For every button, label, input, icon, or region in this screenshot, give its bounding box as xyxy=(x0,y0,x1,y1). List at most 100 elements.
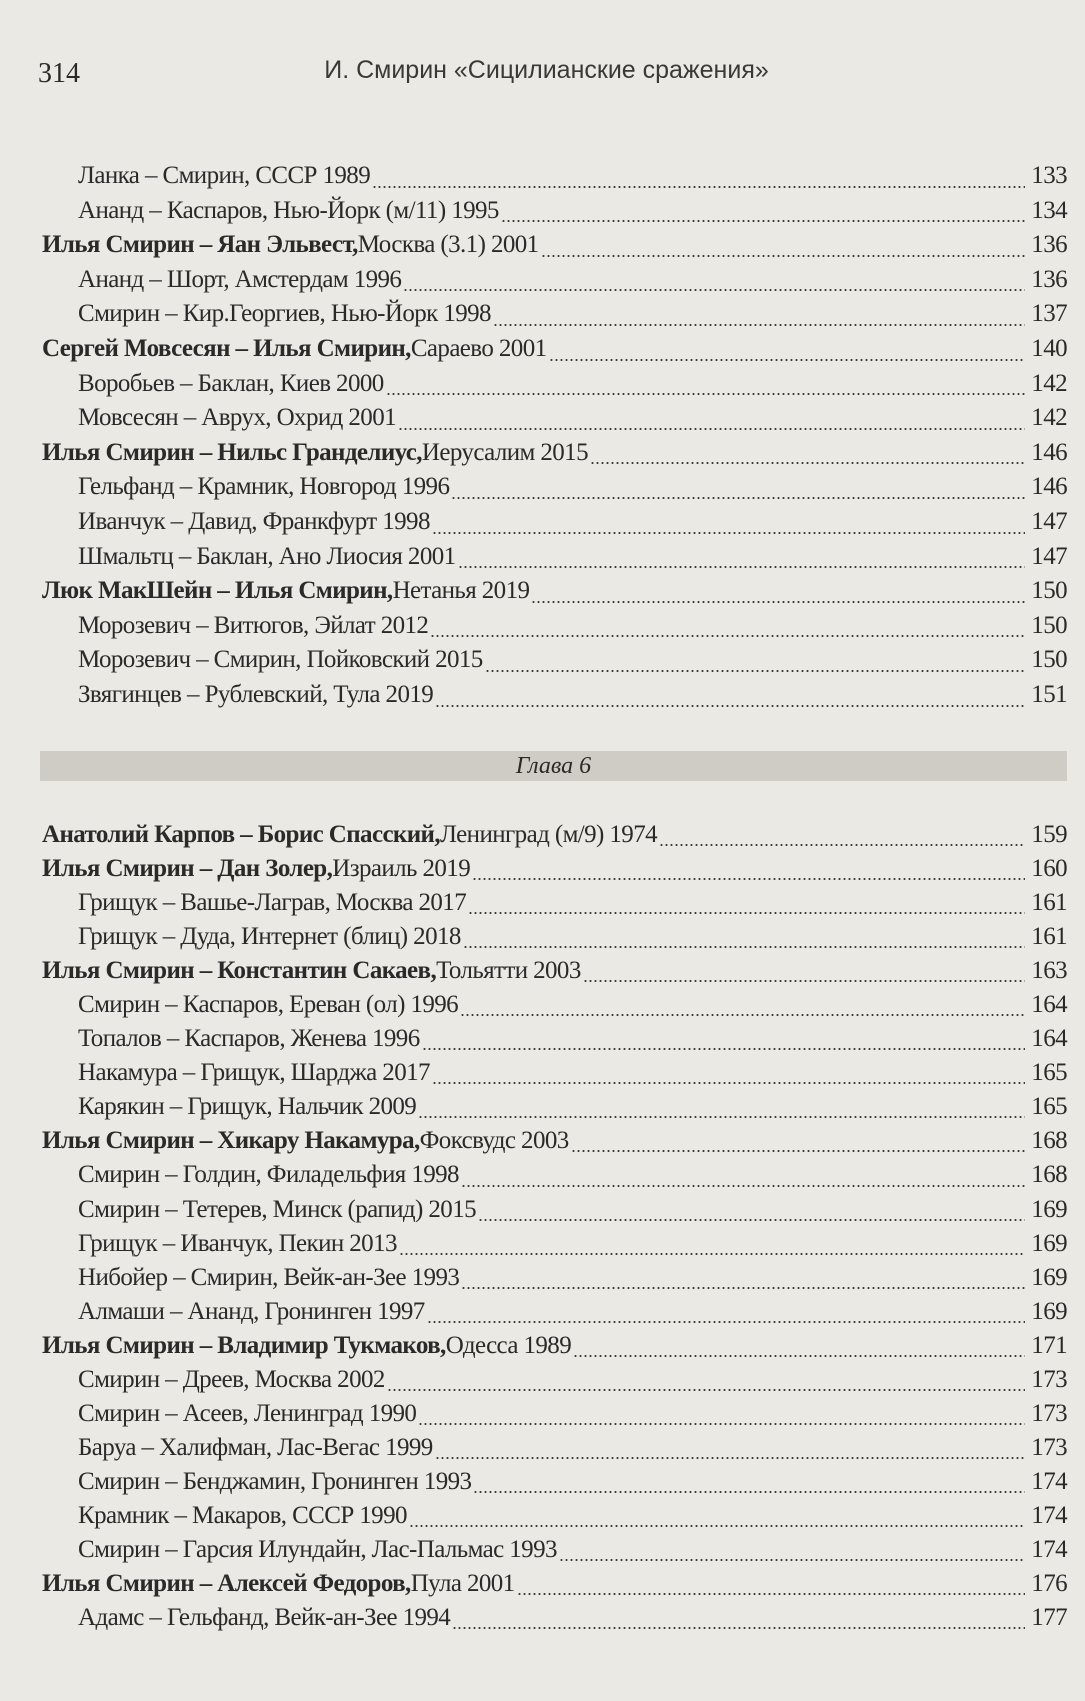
entry-page: 150 xyxy=(1031,577,1067,605)
running-title: И. Смирин «Сицилианские сражения» xyxy=(324,56,769,84)
entry-text: Москва (3.1) 2001 xyxy=(357,231,539,259)
toc-reference-entry: Морозевич – Смирин, Пойковский 2015 150 xyxy=(42,646,1068,681)
dot-leader xyxy=(431,1082,1025,1085)
toc-reference-entry: Грищук – Дуда, Интернет (блиц) 2018 161 xyxy=(42,923,1068,957)
entry-text: Смирин – Тетерев, Минск (рапид) 2015 xyxy=(78,1195,477,1223)
entry-page: 169 xyxy=(1031,1195,1067,1223)
players: Илья Смирин – Константин Сакаев, xyxy=(42,957,437,985)
entry-text: Израиль 2019 xyxy=(332,855,471,883)
toc-game-entry: Сергей Мовсесян – Илья Смирин, Сараево 2… xyxy=(42,334,1068,370)
entry-page: 164 xyxy=(1031,991,1067,1019)
entry-text: Звягинцев – Рублевский, Тула 2019 xyxy=(78,680,434,708)
toc-reference-entry: Гельфанд – Крамник, Новгород 1996 146 xyxy=(42,473,1068,508)
dot-leader xyxy=(398,427,1025,430)
dot-leader xyxy=(478,1218,1025,1221)
dot-leader xyxy=(408,1524,1025,1527)
entry-text: Нетанья 2019 xyxy=(392,577,530,605)
dot-leader xyxy=(659,844,1025,847)
entry-text: Смирин – Кир.Георгиев, Нью-Йорк 1998 xyxy=(78,300,492,328)
toc-reference-entry: Алмаши – Ананд, Гронинген 1997 169 xyxy=(42,1297,1068,1332)
toc-game-entry: Люк МакШейн – Илья Смирин, Нетанья 2019 1… xyxy=(42,577,1068,612)
dot-leader xyxy=(460,1014,1025,1017)
toc-reference-entry: Накамура – Грищук, Шарджа 2017 165 xyxy=(42,1059,1068,1093)
entry-page: 177 xyxy=(1031,1604,1067,1632)
entry-text: Ананд – Шорт, Амстердам 1996 xyxy=(78,265,402,293)
chapter-heading: Глава 6 xyxy=(40,751,1067,781)
dot-leader xyxy=(472,878,1025,881)
players: Илья Смирин – Дан Золер, xyxy=(42,855,333,883)
toc-reference-entry: Мовсесян – Аврух, Охрид 2001 142 xyxy=(42,404,1068,439)
dot-leader xyxy=(418,1422,1025,1425)
toc-reference-entry: Шмальтц – Баклан, Ано Лиосия 2001 147 xyxy=(42,543,1068,578)
dot-leader xyxy=(516,1593,1025,1596)
entry-text: Адамс – Гельфанд, Вейк-ан-Зее 1994 xyxy=(78,1604,451,1632)
dot-leader xyxy=(451,496,1025,499)
entry-text: Грищук – Дуда, Интернет (блиц) 2018 xyxy=(78,923,461,951)
entry-text: Баруа – Халифман, Лас-Вегас 1999 xyxy=(78,1433,433,1461)
players: Сергей Мовсесян – Илья Смирин, xyxy=(42,334,411,362)
toc-reference-entry: Нибойер – Смирин, Вейк-ан-Зее 1993 169 xyxy=(42,1263,1068,1298)
dot-leader xyxy=(398,1252,1025,1255)
entry-text: Иванчук – Давид, Франкфурт 1998 xyxy=(78,507,430,535)
dot-leader xyxy=(570,1150,1025,1153)
toc-game-entry: Илья Смирин – Константин Сакаев, Тольятт… xyxy=(42,957,1068,991)
entry-page: 146 xyxy=(1031,473,1067,501)
entry-page: 168 xyxy=(1031,1161,1067,1189)
entry-text: Смирин – Гарсия Илундайн, Лас-Пальмас 19… xyxy=(78,1535,557,1563)
dot-leader xyxy=(372,185,1025,188)
entry-text: Ананд – Каспаров, Нью-Йорк (м/11) 1995 xyxy=(78,196,499,224)
entry-page: 174 xyxy=(1031,1467,1067,1495)
entry-page: 169 xyxy=(1031,1297,1067,1325)
entry-page: 146 xyxy=(1031,438,1067,466)
entry-page: 133 xyxy=(1031,162,1067,189)
toc-reference-entry: Смирин – Каспаров, Ереван (ол) 1996 164 xyxy=(42,991,1068,1025)
players: Анатолий Карпов – Борис Спасский, xyxy=(42,821,441,848)
entry-page: 136 xyxy=(1031,265,1067,293)
entry-page: 165 xyxy=(1031,1093,1067,1121)
dot-leader xyxy=(430,635,1025,638)
dot-leader xyxy=(500,220,1025,223)
dot-leader xyxy=(461,1286,1025,1289)
entry-text: Алмаши – Ананд, Гронинген 1997 xyxy=(78,1297,425,1325)
entry-page: 164 xyxy=(1031,1025,1067,1053)
toc-game-entry: Анатолий Карпов – Борис Спасский, Ленинг… xyxy=(42,821,1068,855)
entry-text: Морозевич – Витюгов, Эйлат 2012 xyxy=(78,611,429,639)
toc-game-entry: Илья Смирин – Владимир Тукмаков, Одесса … xyxy=(42,1331,1068,1366)
entry-text: Смирин – Бенджамин, Гронинген 1993 xyxy=(78,1467,472,1495)
toc-reference-entry: Морозевич – Витюгов, Эйлат 2012 150 xyxy=(42,611,1068,647)
entry-text: Грищук – Иванчук, Пекин 2013 xyxy=(78,1229,397,1257)
dot-leader xyxy=(531,600,1025,603)
toc-reference-entry: Ананд – Шорт, Амстердам 1996 136 xyxy=(42,265,1068,301)
entry-page: 169 xyxy=(1031,1229,1067,1257)
dot-leader xyxy=(421,1048,1025,1051)
toc-reference-entry: Смирин – Голдин, Филадельфия 1998 168 xyxy=(42,1161,1068,1195)
entry-page: 160 xyxy=(1031,855,1067,883)
entry-page: 173 xyxy=(1031,1399,1067,1427)
dot-leader xyxy=(462,946,1025,949)
entry-page: 147 xyxy=(1031,507,1067,535)
entry-page: 140 xyxy=(1031,334,1067,362)
players: Илья Смирин – Яан Эльвест, xyxy=(42,231,358,259)
entry-page: 142 xyxy=(1031,404,1067,432)
toc-reference-entry: Воробьев – Баклан, Киев 2000 142 xyxy=(42,370,1068,405)
entry-page: 176 xyxy=(1031,1570,1067,1598)
players: Люк МакШейн – Илья Смирин, xyxy=(42,577,393,605)
entry-text: Ленинград (м/9) 1974 xyxy=(440,821,658,848)
toc-reference-entry: Смирин – Дреев, Москва 2002 173 xyxy=(42,1366,1068,1400)
entry-page: 165 xyxy=(1031,1059,1067,1087)
dot-leader xyxy=(460,1184,1025,1187)
entry-text: Одесса 1989 xyxy=(445,1331,572,1359)
entry-text: Накамура – Грищук, Шарджа 2017 xyxy=(78,1059,431,1087)
entry-page: 169 xyxy=(1031,1263,1067,1291)
entry-page: 168 xyxy=(1031,1127,1067,1155)
dot-leader xyxy=(435,704,1025,707)
dot-leader xyxy=(589,462,1025,465)
entry-text: Фоксвудс 2003 xyxy=(419,1127,570,1155)
entry-page: 161 xyxy=(1031,889,1067,917)
entry-page: 150 xyxy=(1031,611,1067,639)
entry-text: Гельфанд – Крамник, Новгород 1996 xyxy=(78,473,450,501)
entry-page: 171 xyxy=(1031,1331,1067,1359)
entry-page: 137 xyxy=(1031,300,1067,328)
entry-page: 159 xyxy=(1031,821,1067,848)
toc-reference-entry: Смирин – Асеев, Ленинград 1990 173 xyxy=(42,1399,1068,1434)
